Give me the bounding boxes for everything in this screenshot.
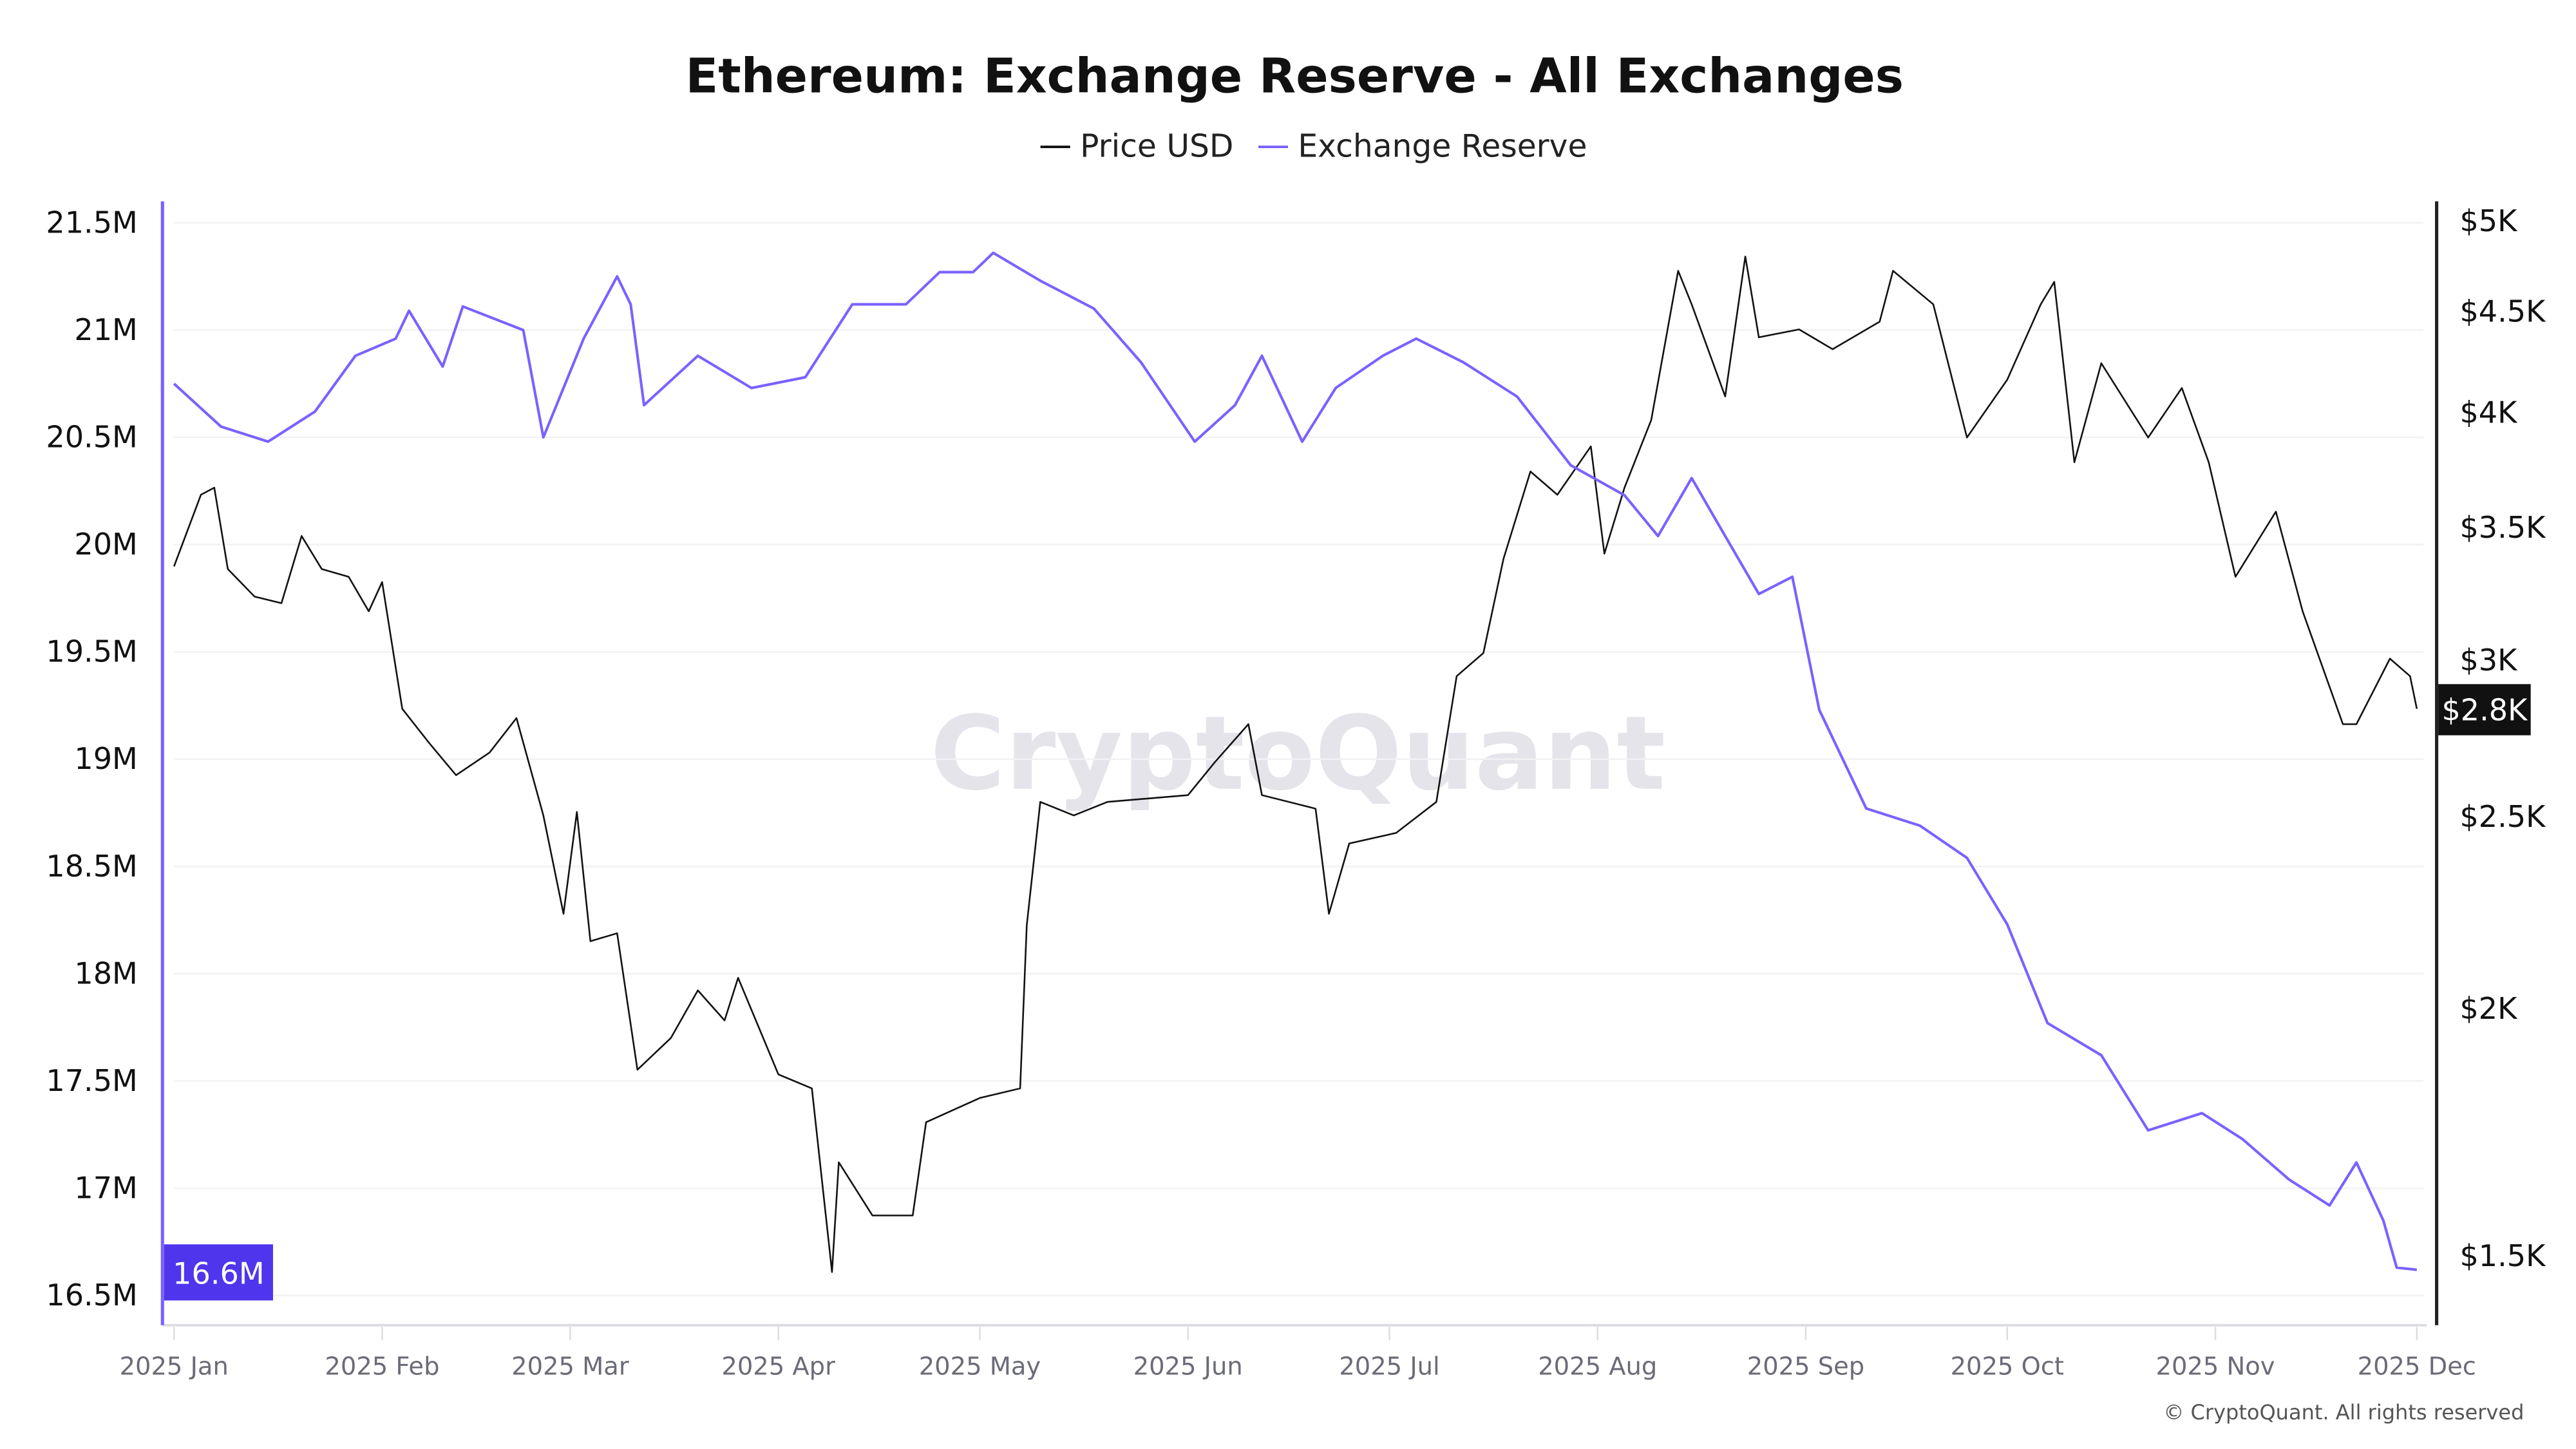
left-tick-label: 20.5M (46, 419, 137, 454)
x-tick-label: 2025 Nov (2156, 1352, 2275, 1381)
svg-text:16.6M: 16.6M (173, 1256, 264, 1291)
left-tick-label: 21.5M (46, 205, 137, 240)
x-tick-label: 2025 Jun (1133, 1352, 1243, 1381)
axes (160, 201, 2439, 1340)
grid (174, 222, 2424, 1296)
left-tick-label: 20M (74, 527, 137, 562)
x-tick-label: 2025 May (919, 1352, 1041, 1381)
left-tick-label: 17.5M (46, 1063, 137, 1098)
right-tick-label: $1.5K (2459, 1238, 2546, 1273)
x-tick-label: 2025 Aug (1538, 1352, 1657, 1381)
x-tick-label: 2025 Jan (120, 1352, 229, 1381)
x-tick-label: 2025 Mar (511, 1352, 629, 1381)
left-current-badge: 16.6M (164, 1244, 273, 1301)
chart-title: Ethereum: Exchange Reserve - All Exchang… (685, 48, 1904, 104)
x-tick-label: 2025 Apr (721, 1352, 835, 1381)
left-tick-label: 18M (74, 956, 137, 990)
watermark: CryptoQuant (930, 695, 1665, 813)
right-tick-label: $4.5K (2459, 294, 2546, 328)
legend: Price USD Exchange Reserve (1040, 128, 1587, 164)
x-tick-label: 2025 Feb (325, 1352, 439, 1381)
legend-label-price: Price USD (1080, 128, 1233, 164)
axis-labels: 21.5M 21M 20.5M 20M 19.5M 19M 18.5M 18M 17.5M 17M… (46, 204, 2546, 1381)
legend-item-price[interactable]: Price USD (1040, 128, 1234, 164)
svg-text:$2.8K: $2.8K (2441, 693, 2528, 728)
left-tick-label: 19.5M (46, 634, 137, 669)
x-tick-label: 2025 Sep (1747, 1352, 1864, 1381)
x-tick-label: 2025 Dec (2358, 1352, 2476, 1381)
left-tick-label: 17M (74, 1170, 137, 1205)
legend-item-reserve[interactable]: Exchange Reserve (1258, 128, 1587, 164)
right-tick-label: $4K (2459, 395, 2518, 430)
price-line (173, 255, 2418, 1273)
series-lines (173, 251, 2418, 1273)
x-tick-label: 2025 Jul (1339, 1352, 1439, 1381)
x-tick-label: 2025 Oct (1951, 1352, 2064, 1381)
right-current-badge: $2.8K (2438, 684, 2531, 735)
right-tick-label: $3K (2459, 643, 2518, 677)
reserve-line (173, 251, 2418, 1271)
left-tick-label: 21M (74, 312, 137, 347)
legend-label-reserve: Exchange Reserve (1298, 128, 1587, 164)
right-tick-label: $2K (2459, 991, 2518, 1026)
right-tick-label: $3.5K (2459, 510, 2546, 545)
copyright: © CryptoQuant. All rights reserved (2163, 1400, 2524, 1425)
left-tick-label: 18.5M (46, 849, 137, 884)
left-tick-label: 19M (74, 741, 137, 776)
right-tick-label: $5K (2459, 204, 2518, 238)
left-tick-label: 16.5M (46, 1278, 137, 1312)
right-tick-label: $2.5K (2459, 799, 2546, 834)
